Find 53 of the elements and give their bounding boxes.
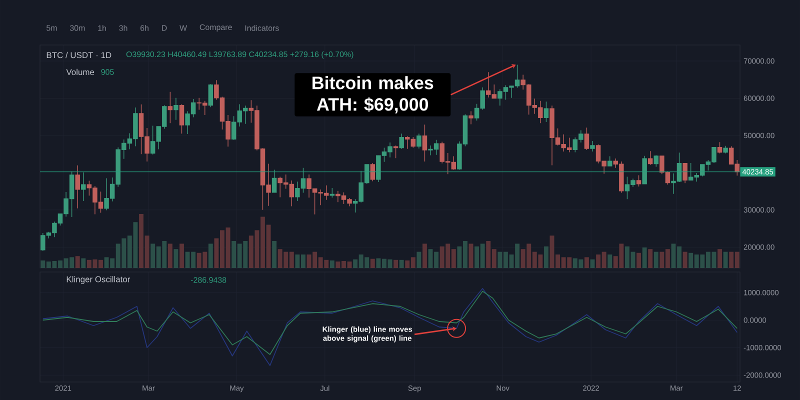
candlestick bbox=[648, 150, 653, 166]
bar bbox=[272, 240, 277, 268]
candlestick bbox=[75, 165, 80, 209]
candlestick bbox=[654, 154, 659, 168]
bar bbox=[718, 249, 722, 268]
annotation: Bitcoin makes ATH: $69,000 bbox=[312, 76, 434, 114]
bar bbox=[648, 249, 653, 268]
bar bbox=[544, 246, 548, 268]
candlestick bbox=[330, 188, 335, 198]
bar bbox=[636, 252, 641, 268]
candlestick bbox=[544, 101, 549, 122]
candlestick bbox=[81, 172, 86, 202]
bar bbox=[399, 260, 404, 268]
bar bbox=[168, 244, 172, 268]
candlestick bbox=[272, 169, 277, 194]
candlestick bbox=[468, 110, 474, 125]
candlestick bbox=[607, 156, 612, 167]
candlestick bbox=[590, 140, 595, 152]
bar bbox=[642, 247, 647, 268]
candlestick bbox=[179, 104, 184, 134]
candlestick bbox=[174, 98, 178, 120]
bar bbox=[180, 244, 184, 268]
bar bbox=[608, 254, 612, 268]
bar bbox=[723, 252, 728, 268]
line-series bbox=[42, 290, 738, 355]
bar bbox=[468, 244, 474, 268]
bar bbox=[654, 252, 658, 268]
chart-title: Volume bbox=[66, 68, 94, 76]
candlestick bbox=[422, 124, 428, 162]
line-series bbox=[42, 288, 738, 366]
bar bbox=[682, 252, 688, 268]
candlestick bbox=[399, 133, 404, 150]
bar bbox=[370, 258, 375, 268]
candlestick bbox=[584, 127, 590, 150]
bar bbox=[75, 256, 80, 268]
candlestick bbox=[723, 146, 728, 154]
text: BTC / USDT · 1D bbox=[46, 52, 112, 58]
bar bbox=[330, 260, 334, 268]
candlestick bbox=[416, 133, 422, 149]
bar bbox=[81, 258, 86, 268]
candlestick bbox=[717, 142, 722, 154]
bar bbox=[208, 244, 213, 268]
candlestick bbox=[393, 145, 398, 159]
bar bbox=[422, 244, 427, 268]
bar bbox=[416, 252, 422, 268]
bar bbox=[394, 260, 398, 268]
bar bbox=[584, 257, 589, 268]
candlestick bbox=[642, 156, 647, 185]
bar bbox=[174, 249, 178, 268]
chart-title: Klinger Oscillator bbox=[66, 276, 130, 284]
candlestick bbox=[168, 92, 173, 124]
candlestick bbox=[682, 162, 688, 184]
candlestick bbox=[636, 174, 642, 187]
